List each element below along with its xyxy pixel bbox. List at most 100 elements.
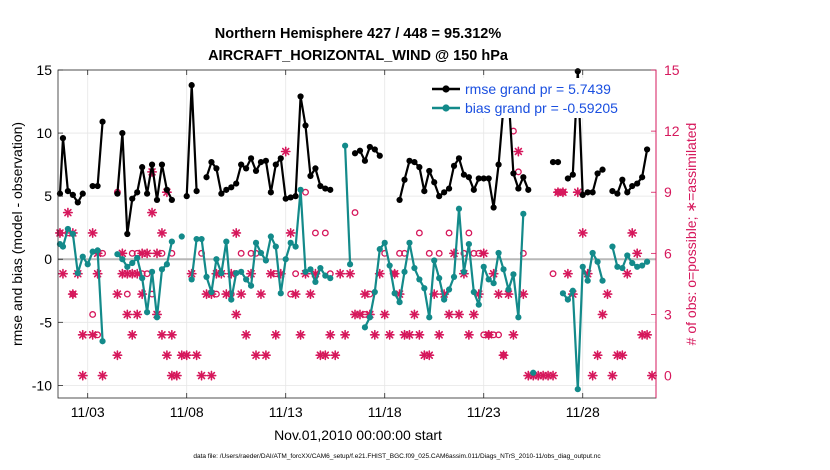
bias-point [643,258,651,265]
obs-assimilated-marker [518,289,529,300]
bias-point [416,276,423,283]
obs-assimilated-marker [597,309,608,320]
bias-point [500,266,507,273]
bias-point [134,254,141,262]
obs-assimilated-stroke [445,310,453,319]
bias-point [69,230,76,238]
obs-assimilated-stroke [509,331,518,339]
obs-assimilated-stroke [588,371,597,380]
bias-point [475,301,482,308]
obs-assimilated-stroke [593,351,602,359]
obs-assimilated-marker [161,350,172,361]
obs-assimilated-stroke [415,331,424,339]
rmse-point [614,190,621,197]
bias-point [247,282,255,289]
obs-assimilated-marker [463,329,474,340]
obs-assimilated-stroke [286,229,295,237]
y-tick-label-right: 12 [664,123,680,139]
rmse-point [520,174,527,181]
bias-point [59,243,67,250]
rmse-point [292,193,299,200]
obs-assimilated-stroke [113,351,122,359]
rmse-point [74,199,81,206]
ticks: 11/03 11/08 11/13 11/18 11/23 11/28 -10 -5 0 5 10 1… [32,62,680,420]
obs-assimilated-stroke [123,310,132,319]
obs-assimilated-marker [434,329,445,340]
obs-assimilated-stroke [64,208,72,217]
bias-point [317,264,324,272]
obs-assimilated-marker [345,268,356,279]
obs-assimilated-marker [196,370,207,381]
bias-point [188,276,195,283]
chart-subtitle: AIRCRAFT_HORIZONTAL_WIND @ 150 hPa [208,48,509,64]
obs-assimilated-stroke [291,290,300,298]
bias-point [594,258,601,265]
bias-point [74,270,81,277]
obs-assimilated-marker [389,268,400,279]
rmse-point [361,157,369,164]
rmse-point [619,176,626,183]
obs-assimilated-stroke [440,290,448,298]
obs-assimilated-stroke [390,269,399,278]
plot-area [58,70,656,398]
rmse-point [317,182,324,190]
y-tick-label-right: 0 [664,368,672,384]
obs-assimilated-marker [122,309,133,320]
bias-point [158,266,166,273]
rmse-point [282,195,289,202]
rmse-point [153,196,161,204]
rmse-point [129,195,136,202]
bias-point [312,278,319,286]
rmse-point [144,190,151,197]
rmse-point [124,230,131,238]
obs-assimilated-marker [265,268,276,279]
legend-bias-label: bias grand pr = -0.59205 [465,100,618,116]
rmse-point [327,186,334,193]
obs-assimilated-stroke [356,310,364,319]
bias-point [614,263,621,270]
obs-assimilated-marker [330,350,341,361]
bias-point [267,233,274,240]
obs-assimilated-marker [483,329,494,340]
obs-assimilated-marker [270,329,281,340]
obs-possible-marker [123,290,131,298]
obs-assimilated-stroke [153,249,161,258]
obs-assimilated-stroke [361,290,369,298]
rmse-point [450,162,458,169]
obs-assimilated-stroke [252,351,260,359]
bias-point [470,288,477,296]
rmse-point [564,175,571,182]
obs-possible-marker [89,311,97,318]
obs-possible-marker [435,249,443,257]
bias-point [124,263,131,270]
rmse-point [262,157,270,164]
rmse-point [569,171,576,178]
rmse-point [228,184,235,191]
obs-assimilated-stroke [479,249,488,258]
rmse-point [411,158,418,166]
bias-point [272,243,279,250]
obs-assimilated-stroke [78,371,87,380]
obs-assimilated-marker [231,309,242,320]
y-tick-label-left: 0 [44,251,52,267]
rmse-point [302,122,309,129]
obs-assimilated-marker [112,289,123,300]
bias-point [238,268,245,275]
y-tick-label-left: 10 [36,125,52,141]
obs-assimilated-marker [602,289,613,300]
obs-assimilated-stroke [173,371,181,380]
obs-assimilated-stroke [272,331,280,339]
rmse-point [594,170,601,177]
bias-point [619,264,626,272]
obs-assimilated-stroke [564,269,572,278]
obs-assimilated-stroke [281,147,290,156]
obs-assimilated-marker [617,350,628,361]
bias-point [629,259,636,267]
bias-point [119,256,126,263]
obs-assimilated-marker [92,268,103,279]
rmse-point [599,166,606,173]
bias-point [277,290,284,297]
y-tick-label-left: -5 [40,314,53,330]
obs-assimilated-marker [305,289,316,300]
obs-assimilated-marker [424,350,435,361]
